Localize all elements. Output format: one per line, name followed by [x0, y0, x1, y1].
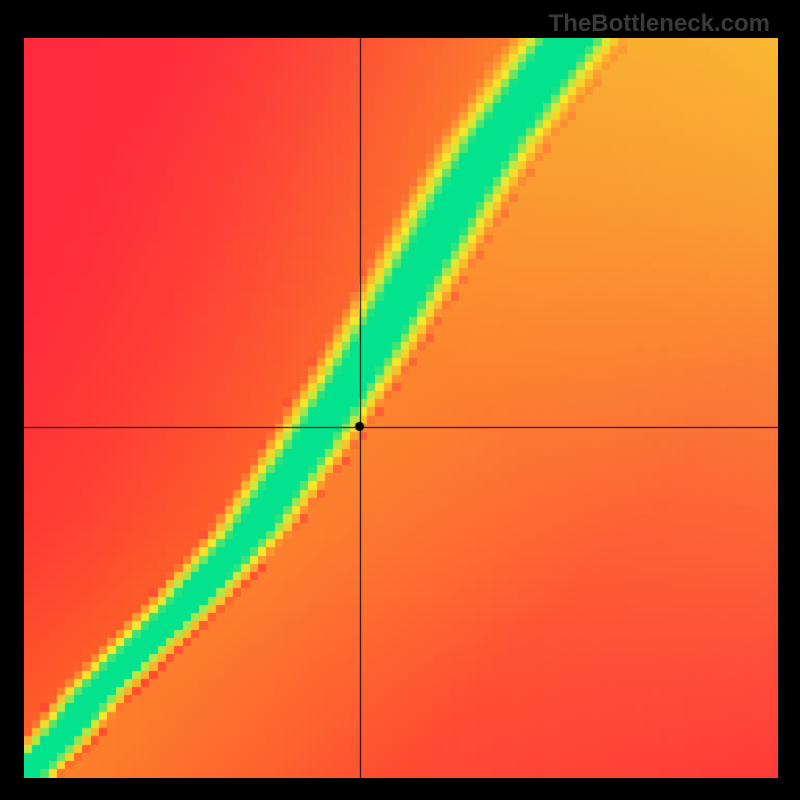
chart-container: { "watermark": { "text": "TheBottleneck.… [0, 0, 800, 800]
bottleneck-heatmap [24, 38, 778, 778]
watermark-label: TheBottleneck.com [549, 10, 770, 38]
